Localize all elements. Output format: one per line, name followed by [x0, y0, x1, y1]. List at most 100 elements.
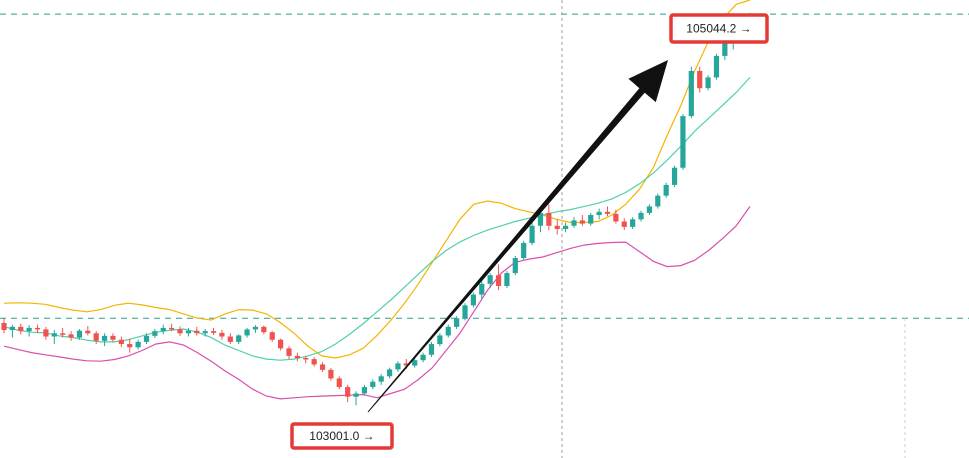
candle — [671, 165, 678, 188]
candle-body — [621, 221, 627, 227]
candle-body — [512, 258, 518, 274]
price-labels: 103001.0 → 105044.2 → — [290, 13, 769, 450]
candle-body — [336, 378, 342, 388]
candle-body — [697, 70, 703, 89]
candle — [613, 209, 619, 224]
candle — [604, 206, 611, 217]
candle-body — [395, 363, 401, 370]
candle — [85, 325, 91, 336]
candle-body — [529, 225, 535, 243]
candle — [303, 355, 309, 364]
candle-body — [68, 334, 74, 338]
candle-body — [588, 215, 594, 224]
candle — [630, 217, 636, 229]
candle-body — [185, 330, 192, 334]
candle — [487, 273, 493, 289]
candle-body — [177, 329, 183, 334]
candle-body — [1, 322, 7, 331]
candle — [252, 325, 259, 333]
candle — [562, 222, 569, 233]
candle-body — [51, 333, 57, 337]
candle — [370, 379, 376, 390]
candle — [210, 327, 217, 336]
candle — [571, 217, 577, 228]
candle — [43, 326, 49, 340]
candle-body — [252, 326, 259, 330]
candle — [546, 204, 552, 231]
candle-body — [210, 331, 217, 333]
candle-body — [504, 273, 510, 286]
candle — [579, 215, 585, 226]
candle — [504, 270, 510, 289]
candle — [713, 53, 720, 80]
candle — [34, 324, 41, 334]
candle-body — [688, 70, 694, 117]
candle-body — [76, 330, 83, 338]
candle — [688, 66, 694, 119]
candle — [110, 333, 116, 342]
candle — [328, 368, 334, 381]
middle-band-line — [3, 76, 751, 361]
candle — [219, 330, 225, 340]
candle-body — [454, 318, 460, 327]
candle — [177, 326, 183, 336]
candle — [76, 328, 83, 340]
candle-body — [487, 275, 493, 284]
upper-band-line — [3, 0, 751, 359]
candle-body — [85, 330, 91, 334]
candle — [269, 331, 275, 342]
candle-body — [278, 339, 284, 349]
candle-body — [546, 212, 552, 226]
candle — [638, 210, 644, 222]
candle-body — [462, 305, 468, 319]
candle-body — [445, 326, 451, 336]
candle-body — [479, 283, 485, 295]
candle-body — [604, 211, 611, 214]
candle-body — [194, 330, 200, 334]
candle-body — [303, 358, 309, 360]
candle-body — [646, 206, 653, 213]
candle — [378, 374, 384, 385]
candle-body — [663, 184, 669, 196]
candle-body — [152, 331, 158, 336]
candle — [194, 326, 200, 336]
candle — [51, 330, 57, 345]
candle — [60, 327, 66, 338]
candle — [26, 325, 32, 337]
candle-body — [596, 211, 602, 216]
candle — [311, 356, 317, 367]
candle-body — [705, 77, 711, 89]
candle — [697, 66, 703, 93]
high-price-label-text: 105044.2 → — [686, 22, 751, 36]
candle-body — [554, 225, 560, 229]
candle — [152, 328, 158, 339]
trend-arrow — [367, 60, 668, 413]
candle-body — [118, 339, 124, 345]
candle-body — [311, 359, 317, 365]
candle — [135, 339, 141, 350]
candle-body — [571, 220, 577, 226]
candle-body — [261, 326, 267, 333]
candle-body — [127, 344, 133, 348]
candle-body — [18, 326, 24, 332]
candle — [445, 324, 451, 338]
candle-body — [345, 387, 351, 397]
candle — [127, 338, 133, 353]
candle-body — [244, 329, 250, 336]
candle — [118, 336, 124, 348]
candle-body — [370, 381, 376, 388]
candle — [462, 303, 468, 321]
high-price-label-box — [669, 13, 769, 44]
candle — [278, 338, 284, 351]
candle-body — [713, 55, 720, 78]
candle-body — [269, 332, 275, 340]
candle-body — [169, 327, 175, 330]
candle-body — [562, 225, 569, 229]
candle — [554, 219, 560, 235]
candle-body — [437, 335, 443, 345]
candle — [68, 331, 74, 341]
candle — [428, 341, 435, 357]
candle-body — [671, 167, 678, 185]
